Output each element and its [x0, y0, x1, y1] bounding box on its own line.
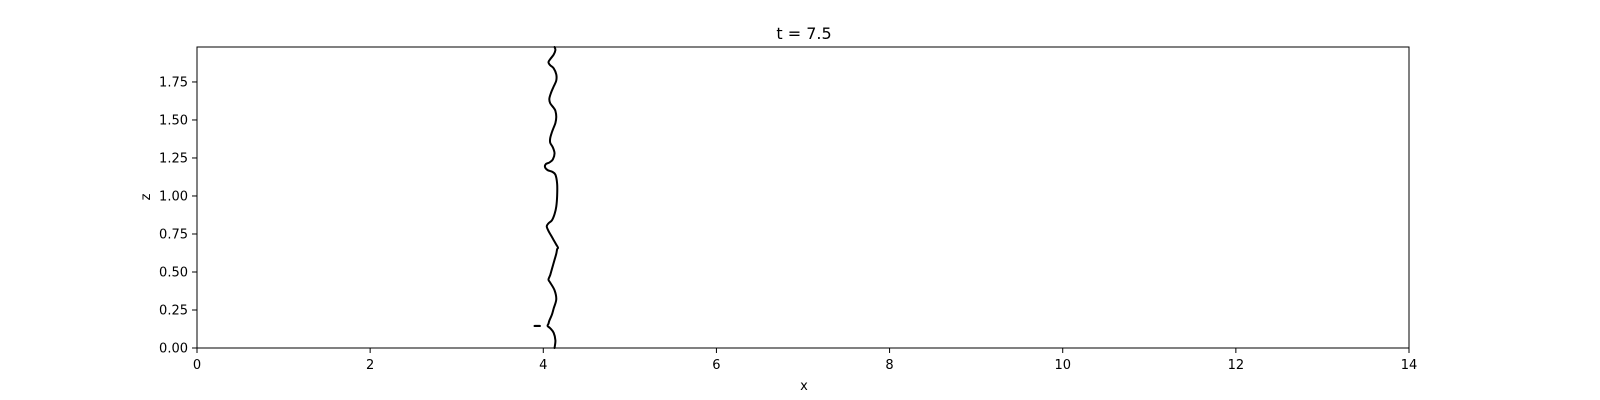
x-tick-label: 12	[1228, 358, 1245, 373]
interface-contour-line	[543, 46, 560, 349]
x-tick-label: 8	[885, 358, 893, 373]
x-tick-label: 4	[539, 358, 547, 373]
x-tick-label: 6	[712, 358, 720, 373]
y-axis: 0.00 0.25 0.50 0.75 1.00 1.25 1.50 1.75	[159, 75, 197, 357]
y-tick-label: 0.75	[159, 227, 188, 242]
y-tick-label: 1.50	[159, 113, 188, 128]
x-tick-label: 10	[1054, 358, 1071, 373]
plot-frame	[196, 46, 1410, 349]
x-axis: 0 2 4 6 8 10 12 14	[193, 348, 1417, 373]
y-tick-label: 1.00	[159, 189, 188, 204]
chart-title: t = 7.5	[776, 24, 831, 43]
x-tick-label: 14	[1401, 358, 1418, 373]
plot-layer	[533, 46, 560, 349]
x-tick-label: 2	[366, 358, 374, 373]
y-tick-label: 0.00	[159, 342, 188, 357]
x-tick-label: 0	[193, 358, 201, 373]
y-tick-label: 1.75	[159, 75, 188, 90]
y-tick-label: 1.25	[159, 151, 188, 166]
y-tick-label: 0.50	[159, 265, 188, 280]
x-axis-label: x	[800, 379, 808, 394]
y-tick-label: 0.25	[159, 303, 188, 318]
y-axis-label: z	[139, 193, 154, 200]
